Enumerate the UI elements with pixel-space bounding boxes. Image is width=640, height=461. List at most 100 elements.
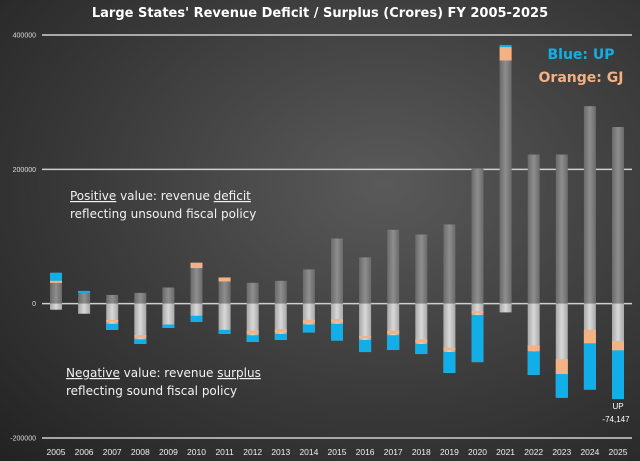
annotation-positive-line1: Positive value: revenue deficit xyxy=(70,189,251,203)
x-tick-label: 2017 xyxy=(384,447,403,457)
y-tick-label: -200000 xyxy=(10,436,36,443)
bar-segment-gj xyxy=(471,311,484,314)
annotation-negative-word: Negative xyxy=(66,366,120,380)
annotation-negative-line1: Negative value: revenue surplus xyxy=(66,366,261,380)
x-tick-label: 2014 xyxy=(299,447,318,457)
bar-segment-gj xyxy=(583,329,596,344)
y-tick-label: 0 xyxy=(32,301,36,308)
bar-segment-gj xyxy=(190,262,203,269)
bar-positive xyxy=(162,287,175,304)
x-tick-label: 2012 xyxy=(243,447,262,457)
x-tick-label: 2023 xyxy=(552,447,571,457)
bar-segment-up xyxy=(50,272,62,281)
bar-negative xyxy=(218,303,231,334)
bar-segment-up xyxy=(612,349,624,400)
annotation-positive-mid: value: revenue xyxy=(116,189,213,203)
bar-segment-gj xyxy=(527,345,540,351)
bar-positive xyxy=(443,224,456,304)
x-tick-label: 2005 xyxy=(47,447,66,457)
bar-positive xyxy=(331,238,343,304)
bar-positive xyxy=(387,229,400,304)
bar-segment-up xyxy=(134,339,147,344)
y-tick-label: 400000 xyxy=(13,33,36,40)
x-tick-label: 2022 xyxy=(524,447,543,457)
bar-segment-gj xyxy=(415,339,428,343)
chart-title: Large States' Revenue Deficit / Surplus … xyxy=(92,6,548,21)
annotation-positive-word: Positive xyxy=(70,189,116,203)
legend-up: Blue: UP xyxy=(547,47,614,63)
x-tick-label: 2024 xyxy=(580,447,599,457)
x-tick-label: 2008 xyxy=(131,447,150,457)
bar-segment-gj xyxy=(499,47,512,61)
bar-positive xyxy=(78,290,91,304)
bar-positive xyxy=(471,168,484,304)
bar-positive xyxy=(218,277,231,304)
x-tick-label: 2006 xyxy=(75,447,94,457)
bar-segment-gj xyxy=(612,340,624,351)
x-tick-label: 2015 xyxy=(328,447,347,457)
bar-segment-up xyxy=(471,315,484,363)
bar-segment-gj xyxy=(359,336,372,339)
bar-segment-up xyxy=(78,290,91,293)
x-tick-label: 2009 xyxy=(159,447,178,457)
bar-segment-gj xyxy=(387,330,400,334)
bar-positive xyxy=(190,262,203,304)
legend-gj: Orange: GJ xyxy=(539,70,624,86)
bar-segment-up xyxy=(555,370,568,398)
bar-segment-up xyxy=(162,324,175,328)
x-tick-label: 2007 xyxy=(103,447,122,457)
bar-positive xyxy=(134,292,147,304)
bar-segment-up xyxy=(443,352,456,373)
bar-segment-up xyxy=(583,340,596,390)
annotation-negative-mid: value: revenue xyxy=(120,366,217,380)
bar-segment-up xyxy=(415,343,428,355)
data-label-up-name: UP xyxy=(612,402,623,411)
x-tick-label: 2020 xyxy=(468,447,487,457)
bar-segment-up xyxy=(331,323,343,341)
bar-segment-gj xyxy=(246,330,259,334)
y-tick-label: 200000 xyxy=(13,167,36,174)
bar-positive xyxy=(527,154,540,304)
data-label-up-value: -74,147 xyxy=(602,415,630,424)
x-tick-label: 2011 xyxy=(215,447,234,457)
bar-segment-gj xyxy=(218,277,231,282)
bar-segment-up xyxy=(387,335,400,351)
bar-positive xyxy=(499,45,512,304)
bar-negative xyxy=(50,303,62,310)
bar-segment-gj xyxy=(106,319,119,322)
bar-segment-gj xyxy=(443,347,456,351)
x-tick-label: 2019 xyxy=(440,447,459,457)
bar-segment-gj xyxy=(555,359,568,375)
bar-positive xyxy=(555,154,568,304)
bar-positive xyxy=(274,280,287,304)
bar-negative xyxy=(162,303,175,328)
bar-segment-gj xyxy=(134,334,147,338)
bar-segment-gj xyxy=(50,280,62,283)
bar-positive xyxy=(302,269,315,304)
bar-segment-up xyxy=(246,335,259,342)
bar-segment-up xyxy=(218,329,231,334)
bar-segment-up xyxy=(106,323,119,330)
bar-segment-gj xyxy=(274,329,287,333)
x-tick-label: 2025 xyxy=(609,447,628,457)
x-tick-label: 2016 xyxy=(356,447,375,457)
bar-segment-up xyxy=(527,351,540,375)
x-tick-label: 2010 xyxy=(187,447,206,457)
bar-positive xyxy=(359,257,372,304)
bar-positive xyxy=(583,106,596,304)
bar-segment-up xyxy=(359,339,372,353)
x-tick-label: 2021 xyxy=(496,447,515,457)
bar-negative xyxy=(106,303,119,330)
bar-negative xyxy=(499,303,512,313)
bar-segment-gj xyxy=(331,319,343,323)
bar-segment-gj xyxy=(302,319,315,324)
annotation-positive-line2: reflecting unsound fiscal policy xyxy=(70,207,256,221)
x-tick-label: 2013 xyxy=(271,447,290,457)
bar-negative xyxy=(78,303,91,314)
annotation-surplus-word: surplus xyxy=(217,366,261,380)
bar-positive xyxy=(415,234,428,304)
bar-positive xyxy=(612,127,624,304)
bar-segment-up xyxy=(302,324,315,333)
x-tick-label: 2018 xyxy=(412,447,431,457)
